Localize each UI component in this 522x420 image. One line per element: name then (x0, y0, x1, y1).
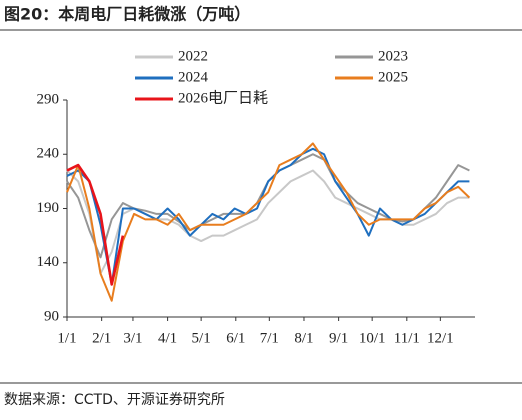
y-tick-label: 90 (44, 308, 59, 324)
series-line (66, 147, 470, 286)
x-tick-label: 6/1 (226, 330, 245, 346)
x-tick-label: 2/1 (92, 330, 111, 346)
x-tick-label: 8/1 (294, 330, 313, 346)
x-tick-label: 1/1 (57, 330, 76, 346)
x-tick-label: 11/1 (394, 330, 420, 346)
x-tick-label: 3/1 (123, 330, 142, 346)
series-line (66, 142, 471, 302)
x-tick-label: 4/1 (158, 330, 177, 346)
x-tick-label: 7/1 (260, 330, 279, 346)
series-line (66, 153, 470, 259)
y-tick-label: 240 (37, 146, 60, 162)
chart-title: 图20：本周电厂日耗微涨（万吨） (4, 5, 250, 24)
legend-label: 2026电厂日耗 (178, 89, 268, 106)
x-tick-label: 5/1 (192, 330, 211, 346)
legend-label: 2023 (378, 48, 408, 64)
source: 数据来源：CCTD、开源证券研究所 (4, 392, 225, 408)
y-tick-label: 290 (37, 91, 60, 107)
legend-label: 2024 (178, 69, 209, 85)
legend-label: 2025 (378, 69, 408, 85)
x-tick-label: 10/1 (359, 330, 386, 346)
y-tick-label: 190 (37, 200, 60, 216)
series-line (66, 163, 125, 286)
x-tick-label: 12/1 (427, 330, 454, 346)
y-tick-label: 140 (37, 254, 60, 270)
x-tick-label: 9/1 (329, 330, 348, 346)
legend-label: 2022 (178, 48, 208, 64)
